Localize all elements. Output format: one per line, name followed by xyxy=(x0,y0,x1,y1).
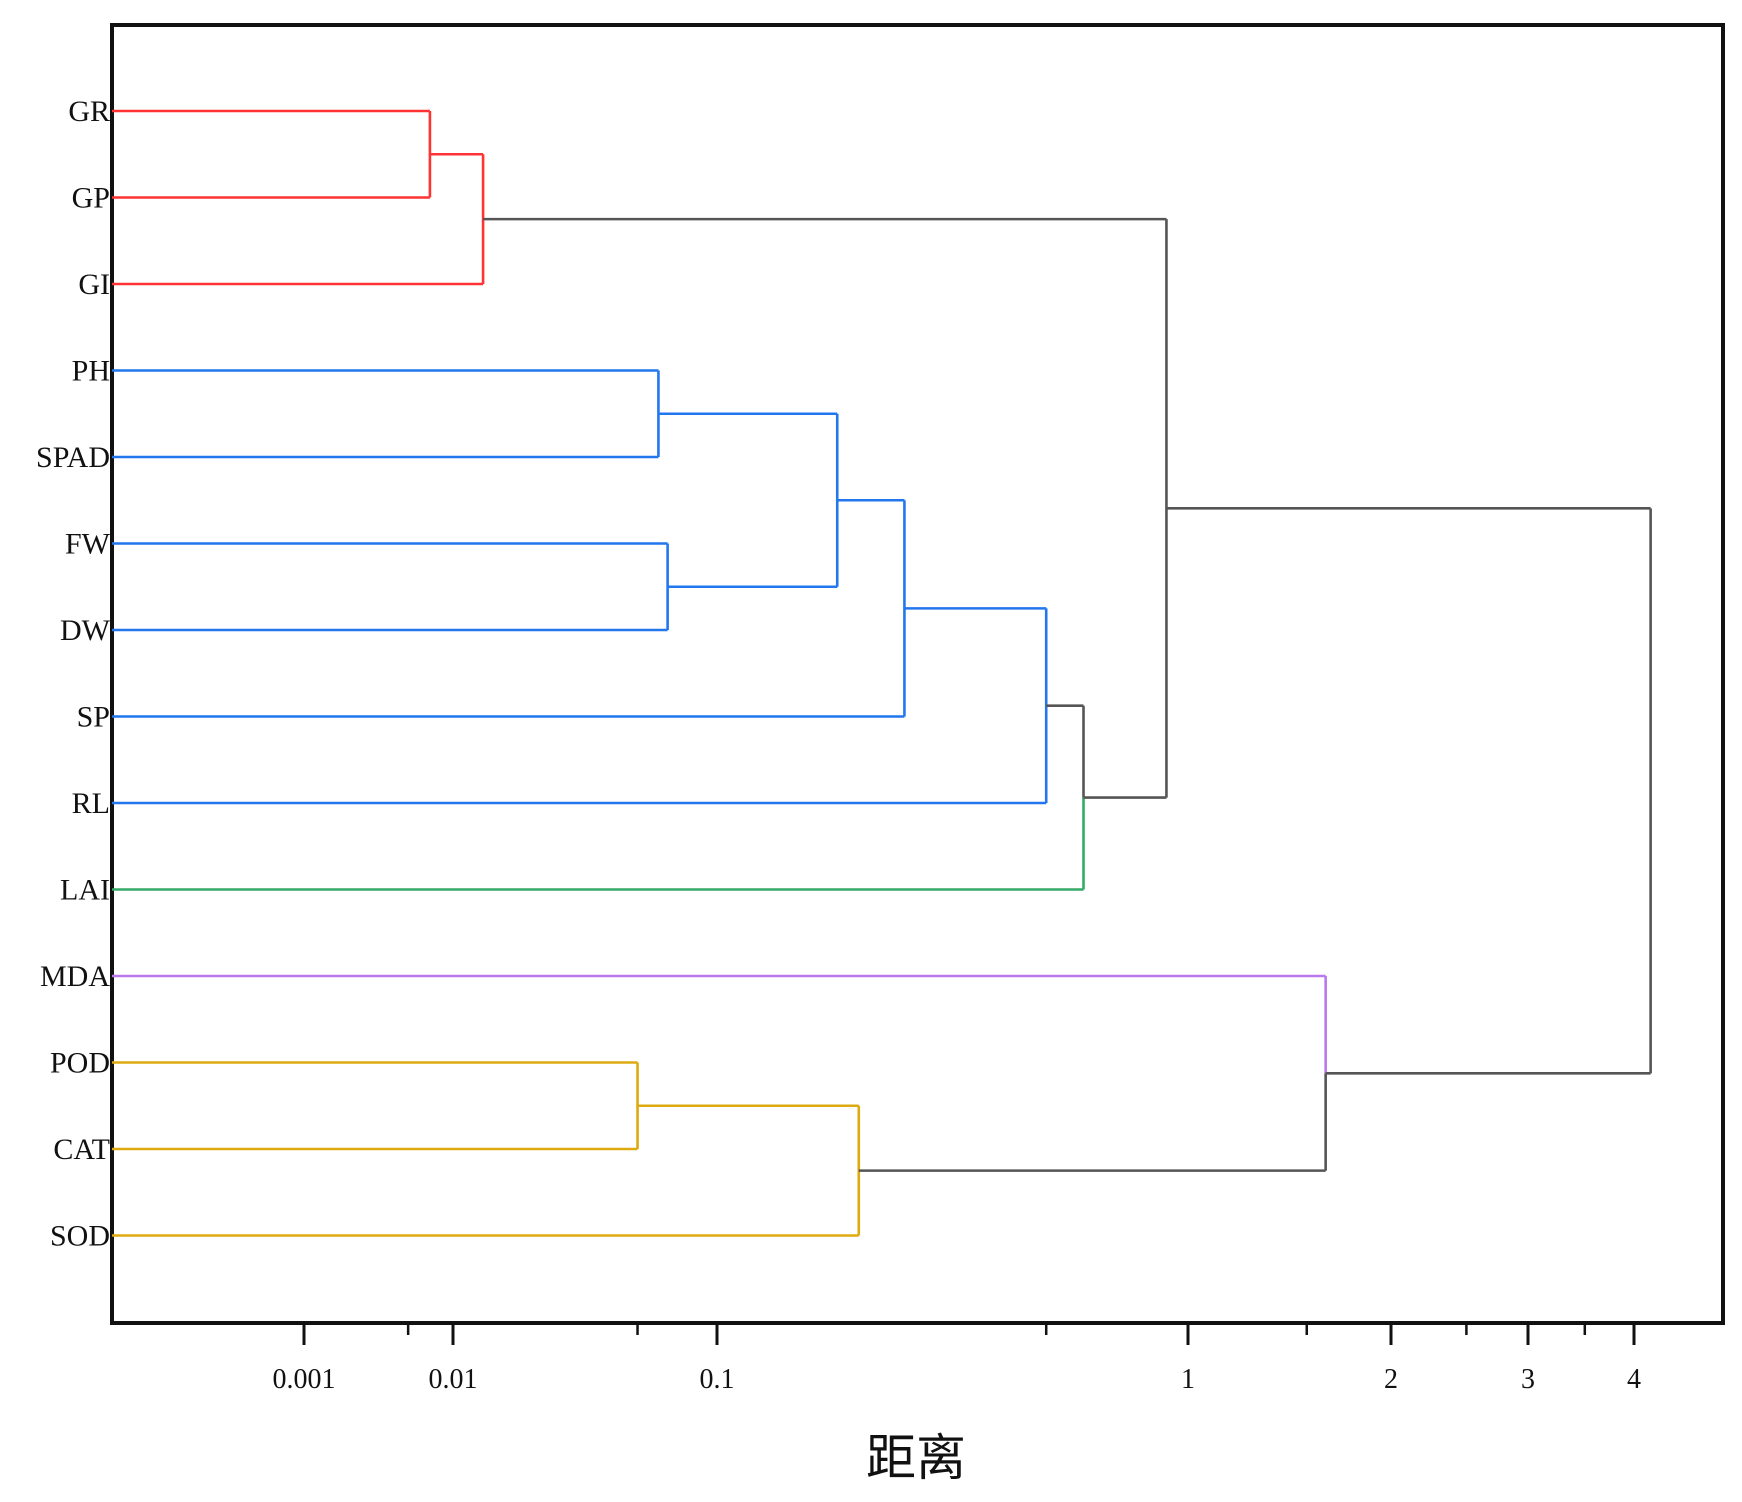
tick-label-1: 1 xyxy=(1181,1364,1195,1395)
tick-label-0.1: 0.1 xyxy=(700,1364,735,1395)
tick-label-4: 4 xyxy=(1627,1364,1641,1395)
x-axis-title: 距离 xyxy=(866,1429,966,1487)
plot-frame xyxy=(110,23,1725,1325)
leaf-label-rl: RL xyxy=(72,787,110,820)
leaf-label-pod: POD xyxy=(50,1047,110,1080)
leaf-label-sp: SP xyxy=(77,701,110,734)
leaf-label-cat: CAT xyxy=(53,1133,110,1166)
leaf-label-mda: MDA xyxy=(40,960,110,993)
leaf-label-sod: SOD xyxy=(50,1220,110,1253)
leaf-label-dw: DW xyxy=(60,614,111,647)
leaf-label-spad: SPAD xyxy=(36,441,110,474)
leaf-label-fw: FW xyxy=(65,528,111,561)
tick-label-0.001: 0.001 xyxy=(273,1364,336,1395)
leaf-label-gp: GP xyxy=(72,182,110,215)
tick-label-2: 2 xyxy=(1384,1364,1398,1395)
leaf-label-gr: GR xyxy=(68,95,110,128)
leaf-labels: GR GP GI PH SPAD FW DW SP RL LAI MDA POD CAT SOD xyxy=(36,95,111,1253)
leaf-label-gi: GI xyxy=(78,268,110,301)
tick-label-3: 3 xyxy=(1521,1364,1535,1395)
tick-label-0.01: 0.01 xyxy=(429,1364,478,1395)
leaf-label-ph: PH xyxy=(72,355,110,388)
leaf-label-lai: LAI xyxy=(60,874,110,907)
x-axis: 0.001 0.01 0.1 1 2 3 4 xyxy=(273,1323,1641,1395)
dendrogram-links xyxy=(112,109,1652,1237)
